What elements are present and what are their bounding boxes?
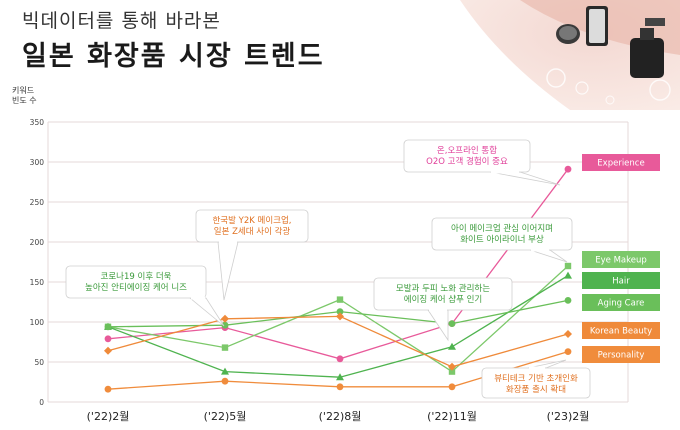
data-point [564, 165, 572, 173]
legend-box [582, 322, 660, 339]
legend-box [582, 154, 660, 171]
x-tick-label: ('22)5월 [204, 410, 247, 423]
data-point [104, 335, 112, 343]
data-point [564, 348, 572, 355]
data-point [221, 314, 229, 323]
y-tick-label: 0 [39, 398, 44, 407]
legend-label: Korean Beauty [590, 327, 652, 337]
data-point [448, 368, 456, 375]
callout-text: 모발과 두피 노화 관리하는 [396, 283, 490, 294]
callout-joint [219, 240, 237, 244]
callout-text: 화장품 출시 확대 [506, 384, 566, 395]
callout-text: 에이징 케어 샴푸 인기 [404, 294, 483, 305]
y-tick-label: 200 [30, 238, 45, 247]
legend-box [582, 251, 660, 268]
legend-label: Experience [597, 159, 644, 169]
y-tick-label: 300 [30, 158, 45, 167]
data-point [448, 383, 456, 391]
callout-text: 온,오프라인 통합 [437, 145, 497, 156]
callout-text: 높아진 안티에이징 케어 니즈 [85, 282, 187, 293]
page-subtitle: 빅데이터를 통해 바라본 [22, 10, 221, 32]
y-axis-label: 키워드 [12, 86, 34, 95]
data-point [221, 344, 229, 351]
data-point [448, 320, 456, 327]
data-point [104, 346, 112, 355]
data-point [564, 262, 572, 270]
legend-box [582, 272, 660, 289]
callout-joint [429, 308, 447, 312]
data-point [336, 308, 344, 315]
x-tick-label: ('22)2월 [87, 410, 130, 423]
data-point [104, 385, 112, 393]
callout-text: 한국발 Y2K 메이크업, [212, 215, 291, 226]
y-axis-label: 빈도 수 [12, 96, 37, 105]
legend-box [582, 346, 660, 363]
data-point [336, 383, 344, 391]
callout-text: 화이트 아이라이너 부상 [460, 234, 544, 245]
callout-pointer [217, 241, 239, 301]
callout-joint [529, 366, 545, 370]
callout-box [373, 277, 513, 311]
callout-box [195, 209, 309, 243]
legend-label: Eye Makeup [595, 256, 647, 266]
callout-text: 일본 Z세대 사이 각광 [214, 226, 291, 237]
callout-joint [531, 248, 549, 252]
data-point [564, 271, 572, 279]
callout-box [65, 265, 207, 299]
x-tick-label: ('22)11월 [427, 410, 477, 423]
y-tick-label: 150 [30, 278, 45, 287]
data-point [448, 362, 456, 371]
legend-label: Aging Care [598, 299, 645, 309]
data-point [336, 312, 344, 321]
data-point [336, 355, 344, 363]
callout-joint [191, 296, 205, 300]
y-tick-label: 50 [34, 358, 44, 367]
y-tick-label: 350 [30, 118, 45, 127]
data-point [221, 321, 229, 329]
callout-pointer [529, 249, 568, 263]
callout-pointer [489, 171, 561, 186]
data-point [448, 342, 456, 350]
legend-label: Personality [598, 351, 645, 361]
callout-text: 아이 메이크업 관심 이어지며 [451, 223, 553, 234]
y-tick-label: 100 [30, 318, 45, 327]
data-point [221, 377, 229, 385]
callout-box [431, 217, 573, 251]
legend-label: Hair [612, 277, 630, 287]
y-tick-label: 250 [30, 198, 45, 207]
x-tick-label: ('22)8월 [319, 410, 362, 423]
x-tick-label: ('23)2월 [547, 410, 590, 423]
callout-pointer [427, 309, 449, 342]
data-point [104, 323, 112, 331]
data-point [221, 367, 229, 375]
callout-joint [491, 170, 519, 174]
callout-box [403, 139, 531, 173]
data-point [336, 373, 344, 381]
callout: 한국발 Y2K 메이크업,일본 Z세대 사이 각광 [195, 209, 309, 301]
data-point [564, 330, 572, 338]
data-point [336, 296, 344, 303]
page-title: 일본 화장품 시장 트렌드 [22, 41, 325, 72]
data-point [564, 297, 572, 304]
series-line [107, 168, 569, 360]
legend-box [582, 294, 660, 311]
callout-text: O2O 고객 경험이 중요 [426, 156, 508, 167]
cosmetics-illustration [460, 0, 680, 110]
callout-text: 뷰티테크 기반 초개인화 [494, 373, 578, 384]
callout-text: 코로나19 이후 더욱 [101, 271, 172, 282]
